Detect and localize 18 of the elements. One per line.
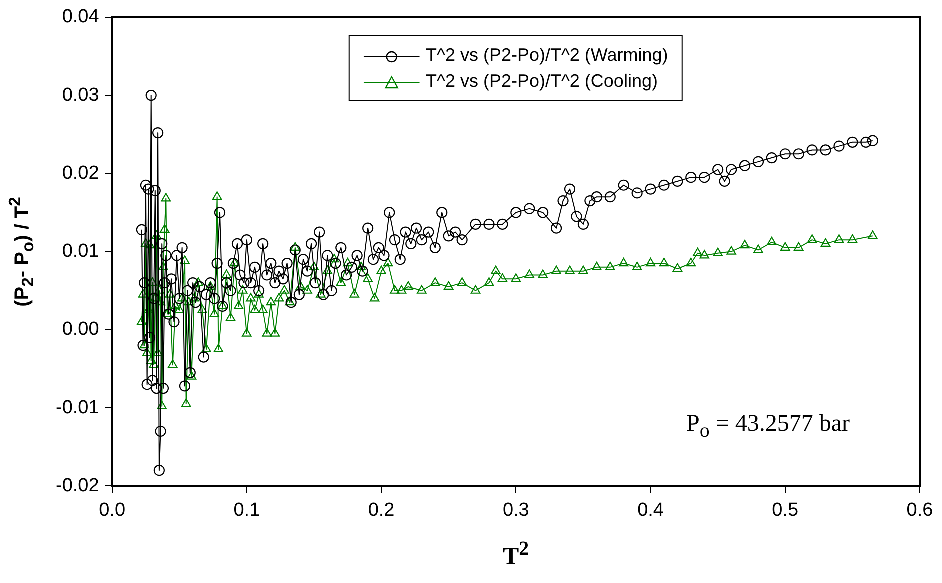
y-tick-label: 0.03 <box>62 84 100 106</box>
y-tick-label: 0.04 <box>62 6 100 28</box>
y-tick-label: -0.02 <box>56 475 100 496</box>
annotation: P$_{o}$ = 43.2577 bar <box>686 411 850 443</box>
x-tick-label: 0.0 <box>99 500 126 521</box>
x-tick-label: 0.3 <box>502 500 530 521</box>
y-tick-label: 0.02 <box>62 162 100 184</box>
y-tick-label: 0.00 <box>62 319 100 340</box>
legend-label: T^2 vs (P2-Po)/T^2 (Warming) <box>426 45 668 66</box>
x-tick-label: 0.4 <box>638 500 664 521</box>
x-tick-label: 0.6 <box>906 500 934 521</box>
y-tick-label: -0.01 <box>56 397 100 418</box>
x-tick-label: 0.1 <box>234 500 260 521</box>
y-tick-label: 0.01 <box>62 241 100 262</box>
x-tick-label: 0.2 <box>368 500 395 521</box>
x-axis-title: T$^{2}$ <box>503 538 530 571</box>
x-tick-label: 0.5 <box>772 500 799 521</box>
legend-label: T^2 vs (P2-Po)/T^2 (Cooling) <box>426 71 658 92</box>
